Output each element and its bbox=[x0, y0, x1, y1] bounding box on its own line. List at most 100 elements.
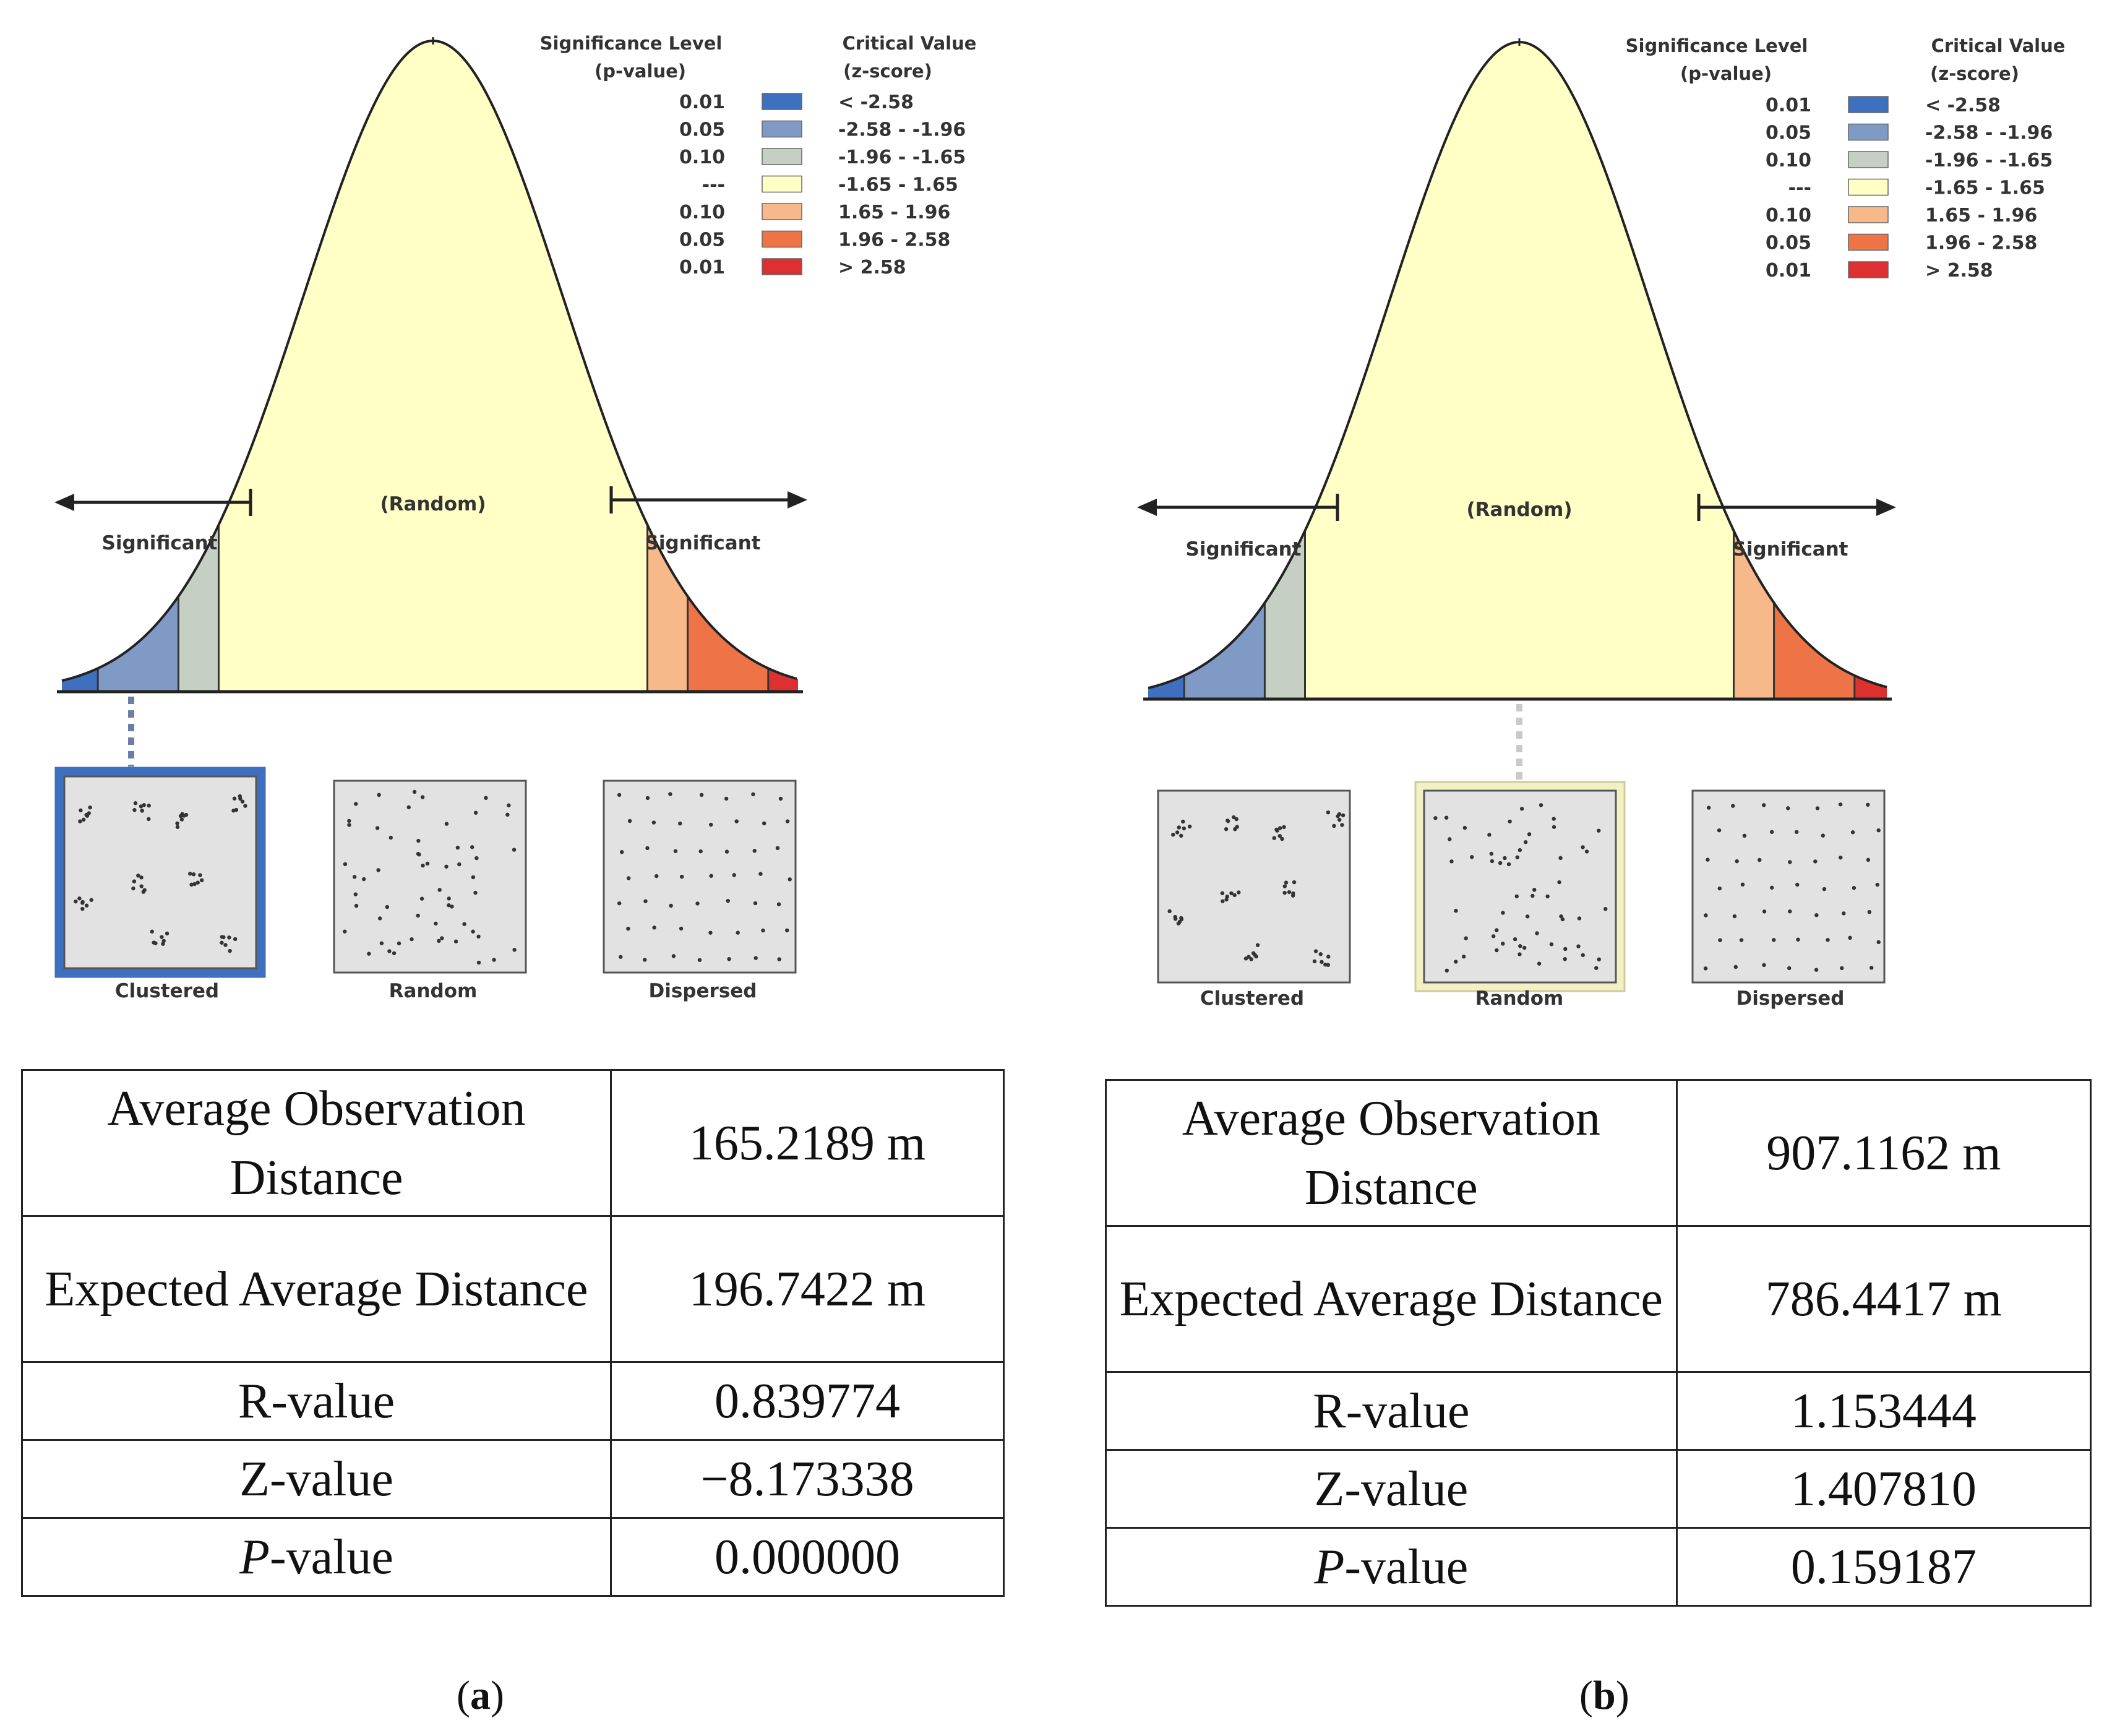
pattern-point bbox=[474, 856, 479, 861]
legend-pvalue: 0.01 bbox=[1766, 260, 1811, 281]
row-value: 1.407810 bbox=[1675, 1449, 2092, 1529]
pattern-point bbox=[1320, 960, 1324, 965]
pattern-point bbox=[1758, 857, 1762, 862]
pattern-point bbox=[761, 928, 765, 933]
legend-zscore: < -2.58 bbox=[1925, 95, 2001, 116]
pattern-point bbox=[367, 952, 371, 956]
curve-region bbox=[1774, 603, 1855, 699]
legend-pvalue: 0.01 bbox=[679, 92, 725, 113]
pattern-point bbox=[416, 838, 421, 843]
legend-swatch bbox=[762, 120, 802, 138]
row-label: Z-value bbox=[1105, 1449, 1678, 1529]
pattern-point bbox=[1495, 928, 1499, 932]
pattern-point bbox=[1603, 906, 1608, 911]
curve-region bbox=[1305, 42, 1734, 699]
table-row: P-value 0.159187 bbox=[1105, 1527, 2092, 1607]
pattern-point bbox=[1187, 824, 1192, 829]
legend-header-critical: Critical Value bbox=[1931, 35, 2066, 56]
pattern-dispersed: Dispersed bbox=[1691, 789, 1886, 1010]
pattern-point bbox=[354, 903, 359, 908]
pattern-point bbox=[507, 803, 511, 807]
pattern-point bbox=[1527, 832, 1532, 836]
pattern-point bbox=[1848, 935, 1852, 940]
pattern-point bbox=[1176, 921, 1181, 926]
pattern-point bbox=[1821, 833, 1825, 838]
pattern-point bbox=[175, 825, 180, 829]
pattern-point bbox=[240, 799, 245, 804]
table-row: Expected Average Distance 786.4417 m bbox=[1105, 1225, 2092, 1373]
pattern-point bbox=[1173, 914, 1177, 919]
significant-left-arrow bbox=[54, 489, 252, 516]
pattern-point bbox=[512, 948, 517, 952]
pattern-point bbox=[643, 899, 648, 903]
pattern-point bbox=[709, 874, 713, 878]
pattern-point bbox=[1501, 942, 1505, 946]
legend-zscore: > 2.58 bbox=[1925, 260, 1993, 281]
pattern-point bbox=[727, 956, 731, 961]
pattern-point bbox=[462, 922, 466, 926]
pattern-point bbox=[1532, 888, 1537, 892]
pattern-point bbox=[142, 888, 147, 892]
pattern-point bbox=[1282, 890, 1287, 895]
pattern-point bbox=[1519, 807, 1524, 811]
random-region-label: (Random) bbox=[1467, 499, 1573, 521]
pattern-point bbox=[699, 793, 704, 797]
pattern-point bbox=[142, 803, 146, 807]
pattern-point bbox=[1337, 812, 1342, 817]
curve-region bbox=[1184, 603, 1265, 699]
caption-letter: b bbox=[1592, 1673, 1616, 1718]
pattern-point bbox=[238, 794, 243, 799]
pattern-point bbox=[1167, 909, 1172, 914]
legend-header-zscore: (z-score) bbox=[843, 61, 932, 82]
diagram-a: (Random) Significant Significant Signifi… bbox=[54, 33, 977, 1002]
pattern-point bbox=[1539, 803, 1543, 807]
pattern-point bbox=[1559, 914, 1563, 919]
pattern-point bbox=[762, 821, 766, 826]
table-row: Z-value −8.173338 bbox=[20, 1439, 1005, 1519]
diagram-b: (Random) Significant Significant Signifi… bbox=[1137, 35, 2066, 1010]
legend-pvalue: 0.05 bbox=[1766, 233, 1811, 254]
pattern-square bbox=[1691, 789, 1886, 984]
significant-left-label: Significant bbox=[102, 532, 218, 554]
caption-a: (a) bbox=[457, 1673, 504, 1718]
pattern-point bbox=[1487, 833, 1492, 837]
pattern-point bbox=[732, 873, 736, 877]
pattern-point bbox=[139, 884, 144, 888]
curve-region bbox=[768, 668, 798, 692]
pattern-point bbox=[1735, 859, 1739, 864]
legend-pvalue: 0.10 bbox=[1766, 205, 1811, 226]
pattern-point bbox=[87, 811, 91, 815]
pattern-point bbox=[74, 899, 78, 904]
pattern-point bbox=[1866, 857, 1871, 862]
pattern-point bbox=[1234, 817, 1238, 822]
legend: Significance Level (p-value) Critical Va… bbox=[1626, 35, 2066, 281]
pattern-point bbox=[419, 896, 424, 901]
pattern-point bbox=[471, 875, 476, 880]
pattern-point bbox=[1563, 956, 1567, 961]
pattern-point bbox=[1866, 802, 1870, 807]
pattern-point bbox=[175, 821, 179, 826]
significant-right-label: Significant bbox=[1733, 538, 1848, 561]
pattern-point bbox=[195, 880, 200, 885]
legend-swatch bbox=[1848, 233, 1889, 251]
pattern-point bbox=[392, 951, 397, 955]
caption-b: (b) bbox=[1579, 1673, 1629, 1718]
p-rest: -value bbox=[270, 1529, 393, 1584]
pattern-label: Random bbox=[389, 980, 478, 1002]
pattern-point bbox=[1761, 803, 1766, 807]
table-row: P-value 0.000000 bbox=[20, 1517, 1005, 1597]
pattern-point bbox=[387, 949, 392, 953]
legend-zscore: -2.58 - -1.96 bbox=[838, 119, 966, 141]
legend-swatch bbox=[762, 148, 802, 165]
row-label: P-value bbox=[1105, 1527, 1678, 1607]
pattern-point bbox=[1506, 862, 1511, 867]
legend-header-critical: Critical Value bbox=[843, 33, 977, 54]
pattern-point bbox=[1444, 815, 1449, 820]
pattern-point bbox=[377, 793, 381, 797]
pattern-point bbox=[1232, 893, 1237, 898]
legend-header-pvalue: (p-value) bbox=[1680, 63, 1772, 84]
curve-region bbox=[98, 596, 179, 692]
pattern-point bbox=[753, 901, 758, 906]
legend-zscore: < -2.58 bbox=[838, 92, 914, 113]
